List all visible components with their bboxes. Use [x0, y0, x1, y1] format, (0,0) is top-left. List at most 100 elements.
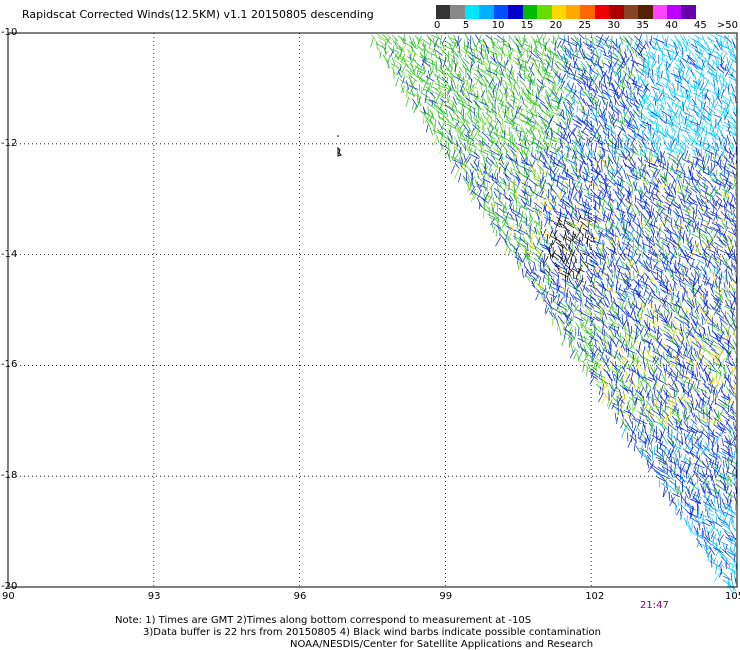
wind-barb	[578, 143, 582, 153]
wind-barb	[508, 43, 512, 51]
wind-barb	[548, 217, 551, 224]
wind-barb	[575, 222, 586, 228]
wind-barb	[599, 180, 611, 188]
wind-barb	[565, 227, 570, 235]
wind-barb	[564, 60, 573, 67]
wind-barb	[710, 226, 715, 234]
wind-barb	[519, 229, 528, 235]
wind-barb	[665, 328, 676, 336]
wind-barb	[637, 74, 640, 84]
wind-barb	[642, 175, 649, 185]
wind-barb	[710, 294, 719, 301]
wind-barb	[457, 144, 463, 152]
wind-barb	[560, 258, 565, 265]
wind-barb	[557, 152, 564, 162]
wind-barb	[469, 169, 473, 177]
wind-barb	[673, 281, 676, 292]
wind-barb	[548, 165, 555, 175]
wind-barb	[545, 194, 550, 202]
wind-barb	[423, 114, 425, 125]
wind-barb	[657, 227, 661, 237]
wind-barb	[657, 304, 661, 313]
wind-barb	[514, 162, 522, 168]
wind-barb	[591, 172, 597, 181]
wind-barb	[606, 297, 611, 305]
wind-barb	[662, 163, 665, 171]
wind-barb	[674, 174, 679, 183]
wind-barb	[487, 122, 497, 130]
wind-barb	[614, 144, 617, 155]
wind-barb	[606, 75, 611, 85]
wind-barb	[607, 155, 614, 165]
wind-barb	[626, 63, 628, 71]
wind-barb	[563, 232, 567, 241]
wind-barb	[549, 153, 553, 164]
wind-barb	[648, 72, 656, 82]
wind-barb	[564, 284, 567, 291]
wind-barb	[479, 82, 487, 87]
wind-barb	[705, 79, 710, 87]
wind-barb	[697, 175, 706, 182]
wind-barb	[437, 88, 446, 96]
wind-barb	[701, 248, 710, 256]
wind-barb	[526, 233, 533, 240]
wind-barb	[459, 151, 462, 160]
wind-barb	[693, 133, 702, 137]
wind-barb	[714, 101, 719, 109]
wind-barb	[650, 63, 654, 72]
wind-barb	[392, 45, 395, 53]
wind-barb	[676, 152, 681, 160]
wind-barb	[673, 187, 677, 196]
wind-barb	[467, 147, 473, 158]
wind-barb	[669, 274, 679, 282]
wind-barb	[723, 96, 730, 102]
wind-barb	[714, 274, 721, 281]
wind-barb	[715, 130, 719, 138]
wind-barb	[492, 168, 497, 178]
wind-barb	[501, 83, 507, 93]
wind-barb	[660, 70, 663, 78]
wind-barb	[705, 204, 708, 212]
wind-barb	[591, 43, 596, 51]
wind-barb	[643, 219, 651, 230]
wind-barb	[650, 51, 656, 58]
wind-barb	[693, 127, 698, 138]
wind-barb	[603, 273, 612, 280]
wind-barb	[633, 99, 641, 106]
wind-barb	[376, 43, 387, 49]
wind-barb	[518, 237, 528, 245]
wind-barb	[474, 121, 477, 131]
wind-barb	[664, 197, 670, 205]
wind-barb	[459, 120, 466, 131]
wind-barb	[632, 57, 635, 68]
wind-barb	[519, 45, 528, 52]
wind-barb	[634, 254, 641, 265]
wind-barb	[437, 105, 444, 115]
wind-barb	[569, 136, 572, 144]
wind-barb	[495, 236, 502, 247]
wind-barb	[580, 144, 585, 153]
wind-barb	[655, 268, 663, 273]
wind-barb	[580, 60, 588, 69]
wind-barb	[539, 269, 546, 274]
wind-barb	[525, 96, 536, 104]
wind-barb	[623, 57, 630, 67]
wind-barb	[687, 38, 691, 47]
wind-barb	[716, 66, 725, 74]
wind-barb	[643, 182, 646, 190]
wind-barb	[694, 34, 704, 41]
wind-barb	[697, 227, 707, 234]
wind-barb	[702, 163, 706, 170]
wind-barb	[643, 139, 649, 148]
wind-barb	[528, 257, 535, 264]
wind-barb	[716, 178, 726, 186]
wind-barb	[670, 253, 674, 260]
wind-barb	[576, 48, 578, 57]
wind-barb	[553, 222, 561, 228]
wind-barb	[579, 271, 581, 279]
wind-barb	[440, 143, 449, 149]
wind-barb	[629, 171, 638, 177]
wind-barb	[608, 239, 615, 249]
wind-barb	[435, 41, 440, 49]
wind-barb	[578, 182, 583, 194]
